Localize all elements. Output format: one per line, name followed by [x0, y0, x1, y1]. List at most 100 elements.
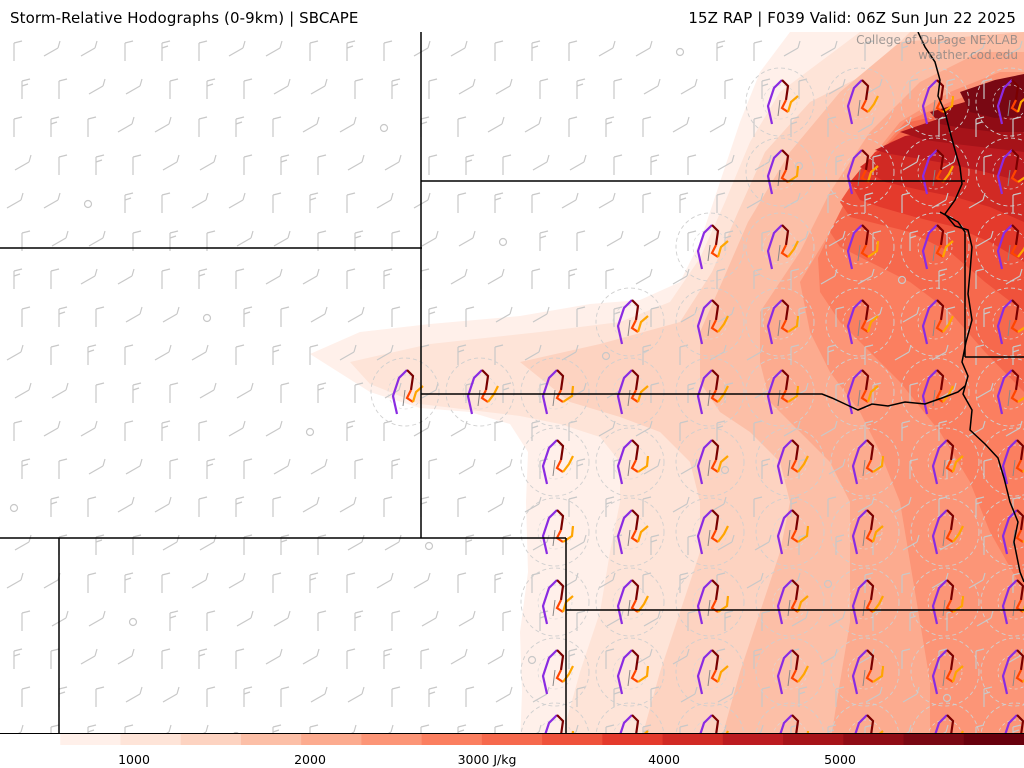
wind-barb — [975, 648, 985, 669]
wind-barb — [1005, 40, 1023, 57]
wind-barb — [457, 344, 467, 365]
wind-barb — [310, 306, 328, 323]
wind-barb — [576, 458, 586, 479]
wind-barb — [280, 686, 290, 707]
wind-barb — [162, 306, 180, 323]
hodograph-ring — [675, 287, 745, 357]
wind-barb — [864, 192, 874, 213]
wind-barb — [43, 420, 61, 437]
wind-barb — [828, 458, 846, 475]
wind-barb — [968, 572, 986, 589]
wind-barb — [413, 420, 431, 437]
wind-barb — [835, 534, 845, 555]
wind-barb — [87, 572, 97, 593]
wind-barb — [125, 458, 143, 475]
wind-barb — [709, 344, 727, 361]
wind-barb — [524, 496, 542, 513]
wind-barb — [117, 116, 135, 133]
hodograph-ring — [975, 212, 1024, 282]
wind-barb — [539, 78, 549, 99]
wind-barb — [531, 192, 541, 213]
wind-barb — [420, 116, 430, 137]
wind-barb — [80, 40, 98, 57]
wind-barb — [376, 344, 394, 361]
wind-barb — [154, 344, 172, 361]
wind-barb — [339, 116, 357, 133]
wind-barb — [391, 610, 401, 631]
hodograph-ring — [595, 567, 665, 637]
colorbar-tick-label: 4000 — [648, 752, 680, 767]
wind-barb — [428, 458, 438, 479]
wind-barb — [635, 40, 653, 57]
wind-barb — [605, 116, 615, 137]
wind-barb — [302, 496, 320, 513]
colorbar-swatch — [0, 734, 61, 745]
wind-barb — [494, 192, 504, 213]
wind-barb — [235, 648, 245, 669]
wind-barb — [450, 40, 468, 57]
wind-barb — [13, 116, 23, 137]
wind-barb — [679, 572, 689, 593]
wind-barb — [687, 154, 697, 175]
wind-barb — [228, 192, 246, 209]
wind-barb — [458, 78, 476, 95]
wind-barb — [680, 458, 698, 475]
wind-barb — [598, 40, 616, 57]
wind-barb — [88, 610, 106, 627]
wind-barb — [568, 268, 578, 289]
wind-barb — [235, 344, 245, 365]
wind-barb — [272, 572, 282, 593]
wind-barb — [790, 344, 800, 365]
hodograph-ring — [900, 357, 970, 427]
wind-barb — [58, 154, 68, 175]
hodograph — [616, 439, 650, 485]
wind-barb — [413, 40, 431, 57]
hodograph — [541, 649, 574, 695]
wind-barb — [206, 78, 216, 99]
wind-barb — [939, 154, 957, 171]
hodograph-ring — [910, 497, 980, 567]
wind-barb — [983, 154, 993, 175]
wind-barb — [487, 116, 505, 133]
wind-barb — [642, 572, 652, 593]
wind-barb — [724, 610, 734, 631]
plot-title: Storm-Relative Hodographs (0-9km) | SBCA… — [10, 9, 359, 27]
wind-barb — [457, 192, 467, 213]
wind-barb — [783, 40, 801, 57]
hodograph-ring — [745, 67, 815, 137]
hodograph — [766, 149, 800, 195]
hodograph-ring — [975, 287, 1024, 357]
wind-barb — [531, 40, 541, 61]
hodograph — [921, 224, 954, 270]
wind-barb — [946, 230, 956, 251]
hodograph — [541, 439, 574, 485]
hodograph-ring — [755, 427, 825, 497]
wind-barb — [124, 420, 134, 441]
wind-barb — [383, 420, 393, 441]
wind-barb — [761, 230, 771, 251]
wind-barb — [494, 40, 504, 61]
wind-barb — [272, 496, 282, 517]
wind-barb — [709, 116, 727, 133]
wind-barb — [753, 40, 763, 61]
wind-barb — [309, 192, 319, 213]
wind-barb — [420, 648, 430, 669]
wind-barb — [346, 40, 356, 61]
wind-barb — [124, 572, 134, 593]
wind-barb — [383, 648, 393, 669]
wind-barb — [635, 268, 653, 285]
wind-barb — [601, 351, 611, 361]
wind-barb — [428, 686, 438, 707]
hodograph-ring — [595, 357, 665, 427]
wind-barb — [21, 78, 31, 99]
hodograph — [996, 79, 1024, 125]
wind-barb — [13, 648, 23, 669]
wind-barb — [643, 230, 661, 247]
wind-barb — [391, 78, 401, 99]
state-borders — [0, 32, 1024, 744]
wind-barb — [161, 268, 171, 289]
wind-barb — [58, 306, 68, 327]
hodograph — [696, 369, 729, 415]
wind-barb — [531, 572, 541, 593]
hodograph — [851, 509, 884, 555]
